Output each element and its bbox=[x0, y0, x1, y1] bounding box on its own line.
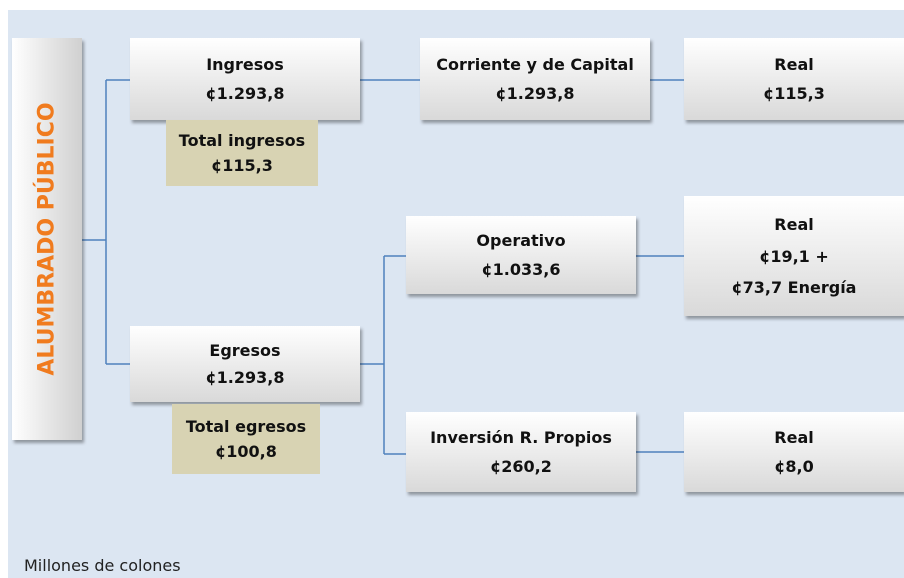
node-text: ¢1.293,8 bbox=[205, 84, 285, 104]
node-text: ¢1.293,8 bbox=[495, 84, 575, 104]
node-box: Ingresos ¢1.293,8 bbox=[130, 38, 360, 120]
node-text: ¢100,8 bbox=[215, 442, 277, 462]
node-box: Inversión R. Propios ¢260,2 bbox=[406, 412, 636, 492]
node-text: Total egresos bbox=[185, 416, 307, 436]
node-box: Real ¢8,0 bbox=[684, 412, 904, 492]
node-text: Ingresos bbox=[206, 54, 284, 74]
node-box: Operativo ¢1.033,6 bbox=[406, 216, 636, 294]
node-text: Corriente y de Capital bbox=[436, 54, 634, 74]
node-text: Real bbox=[774, 214, 814, 234]
node-text: Total ingresos bbox=[178, 131, 306, 151]
node-text: ¢260,2 bbox=[490, 457, 552, 476]
node-text: ¢1.293,8 bbox=[205, 368, 285, 388]
node-box: Corriente y de Capital ¢1.293,8 bbox=[420, 38, 650, 120]
node-text: ¢8,0 bbox=[774, 457, 814, 476]
node-text: ¢115,3 bbox=[763, 84, 825, 104]
node-text: ¢19,1 + bbox=[759, 246, 829, 266]
node-text: Real bbox=[774, 54, 814, 74]
footer: Millones de colones bbox=[24, 556, 181, 575]
total-box: Total egresos ¢100,8 bbox=[172, 404, 320, 474]
node-text: ¢1.033,6 bbox=[481, 259, 561, 279]
node-text: Operativo bbox=[476, 231, 566, 251]
side-box: ALUMBRADO PÚBLICO bbox=[12, 38, 82, 440]
node-text: Egresos bbox=[209, 340, 281, 360]
node-box: Real ¢115,3 bbox=[684, 38, 904, 120]
total-box: Total ingresos ¢115,3 bbox=[166, 120, 318, 186]
node-box: Egresos ¢1.293,8 bbox=[130, 326, 360, 402]
node-box: Real ¢19,1 + ¢73,7 Energía bbox=[684, 196, 904, 316]
side-label: ALUMBRADO PÚBLICO bbox=[34, 102, 60, 376]
node-text: Inversión R. Propios bbox=[430, 428, 612, 447]
node-text: ¢115,3 bbox=[211, 155, 273, 175]
node-text: ¢73,7 Energía bbox=[731, 278, 857, 298]
node-text: Real bbox=[774, 428, 814, 447]
